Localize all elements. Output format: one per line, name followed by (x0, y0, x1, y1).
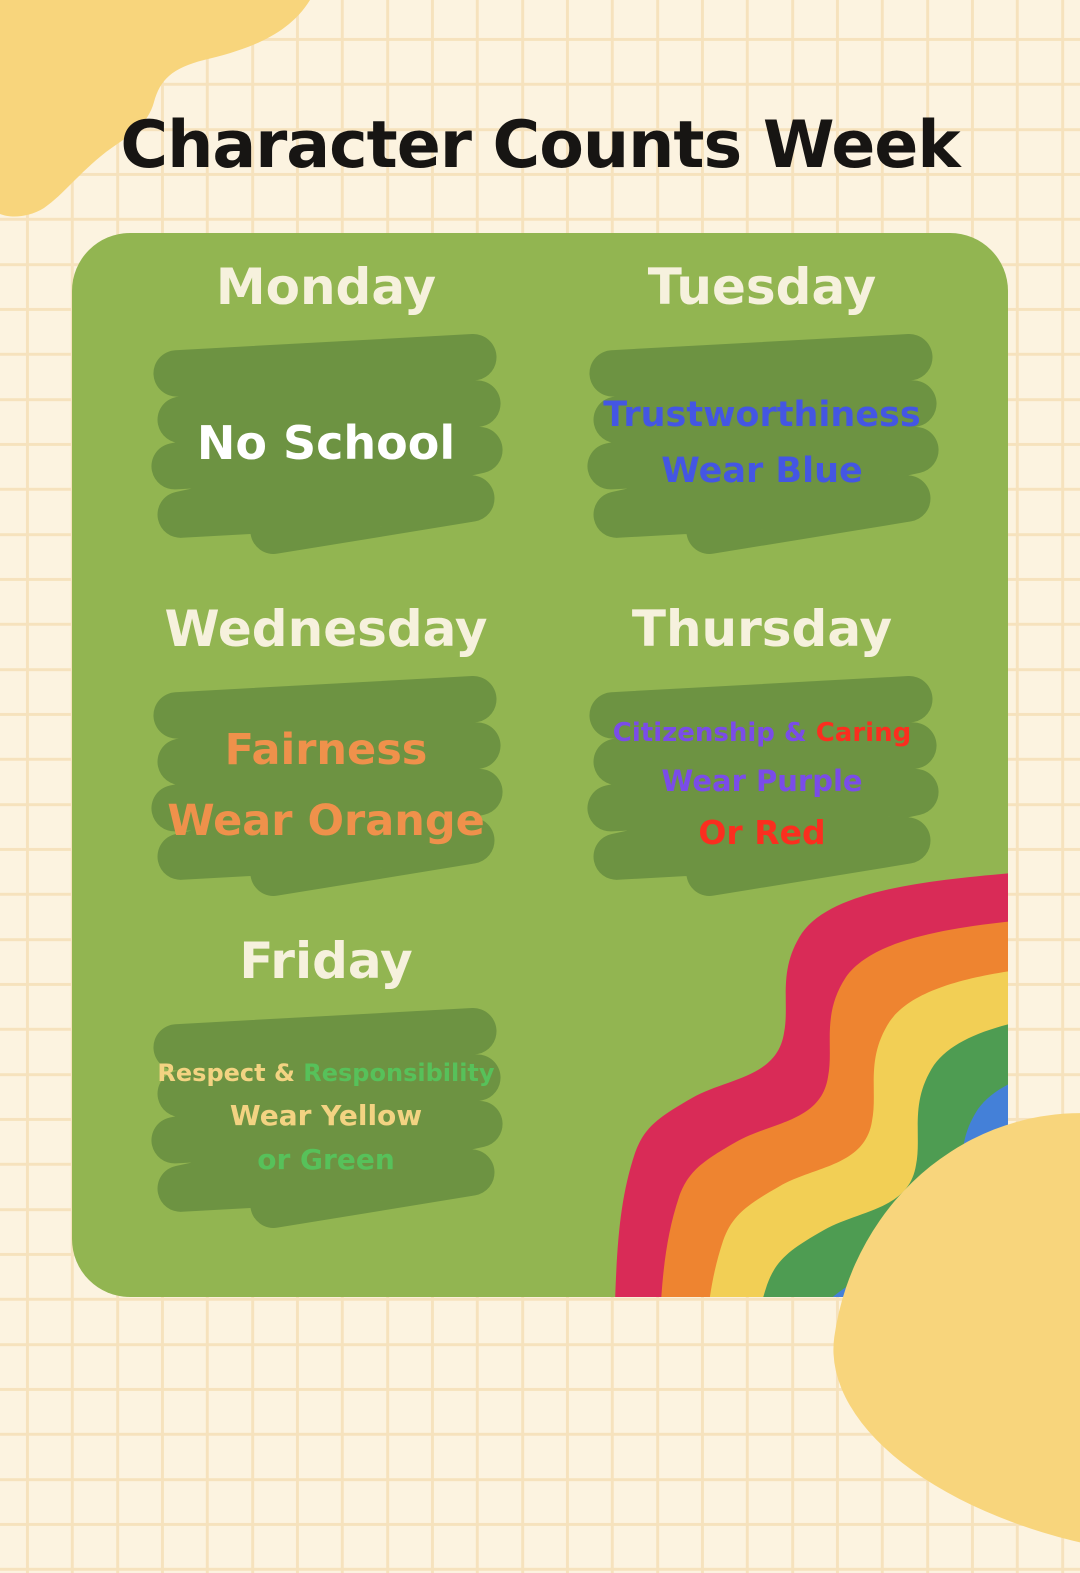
day-lines: Trustworthiness Wear Blue (565, 331, 959, 557)
day-text-line: Fairness (225, 726, 428, 774)
day-header: Tuesday (647, 258, 877, 316)
day-text-segment: Wear Orange (167, 795, 485, 846)
day-text-segment: or Green (257, 1142, 395, 1176)
schedule-card: Monday No School Tuesday Trustworthiness… (72, 233, 1008, 1297)
day-section-wednesday: Wednesday Fairness Wear Orange (130, 600, 522, 899)
day-text-line: Trustworthiness (603, 396, 920, 435)
corner-blob-top-left-shape (0, 0, 310, 217)
corner-blob-top-left-icon (0, 0, 310, 217)
day-text-segment: Trustworthiness (603, 395, 921, 436)
day-lines: No School (129, 331, 523, 557)
day-text-line: Wear Orange (167, 795, 485, 846)
day-lines: Fairness Wear Orange (129, 673, 523, 899)
day-text-segment: Caring (815, 718, 912, 749)
page-title: Character Counts Week (120, 108, 960, 183)
day-lines: Respect & Responsibility Wear Yellow or Gr… (129, 1005, 523, 1231)
day-header: Wednesday (164, 600, 488, 658)
day-section-monday: Monday No School (130, 258, 522, 557)
scribble-wrap: No School (143, 331, 509, 557)
scribble-wrap: Citizenship & Caring Wear Purple Or Red (579, 673, 945, 899)
day-text-line: Citizenship & Caring (613, 719, 911, 748)
day-text-line: Wear Yellow (229, 1098, 423, 1132)
day-text-line: No School (196, 415, 456, 470)
day-text-segment: Or Red (698, 812, 826, 852)
day-text-segment: Fairness (224, 725, 428, 776)
day-header: Thursday (631, 600, 893, 658)
scribble-wrap: Fairness Wear Orange (143, 673, 509, 899)
day-text-segment: Respect & (157, 1058, 304, 1087)
day-text-line: Wear Purple (661, 765, 862, 797)
day-section-tuesday: Tuesday Trustworthiness Wear Blue (566, 258, 958, 557)
day-section-thursday: Thursday Citizenship & Caring Wear Purple… (566, 600, 958, 899)
day-text-line: Respect & Responsibility (157, 1058, 495, 1087)
day-lines: Citizenship & Caring Wear Purple Or Red (565, 673, 959, 899)
day-text-line: Wear Blue (661, 450, 863, 491)
day-header: Monday (215, 258, 437, 316)
scribble-wrap: Trustworthiness Wear Blue (579, 331, 945, 557)
day-text-line: Or Red (698, 812, 826, 852)
day-header: Friday (239, 932, 413, 990)
day-text-segment: Wear Blue (661, 450, 863, 491)
scribble-wrap: Respect & Responsibility Wear Yellow or Gr… (143, 1005, 509, 1231)
day-section-friday: Friday Respect & Responsibility Wear Yell… (130, 932, 522, 1231)
day-text-segment: Wear Purple (661, 764, 863, 799)
day-text-segment: Wear Yellow (229, 1098, 423, 1132)
day-text-segment: Responsibility (303, 1058, 495, 1087)
day-text-line: or Green (257, 1144, 395, 1175)
day-text-segment: No School (196, 415, 456, 470)
day-text-segment: Citizenship & (612, 718, 816, 749)
